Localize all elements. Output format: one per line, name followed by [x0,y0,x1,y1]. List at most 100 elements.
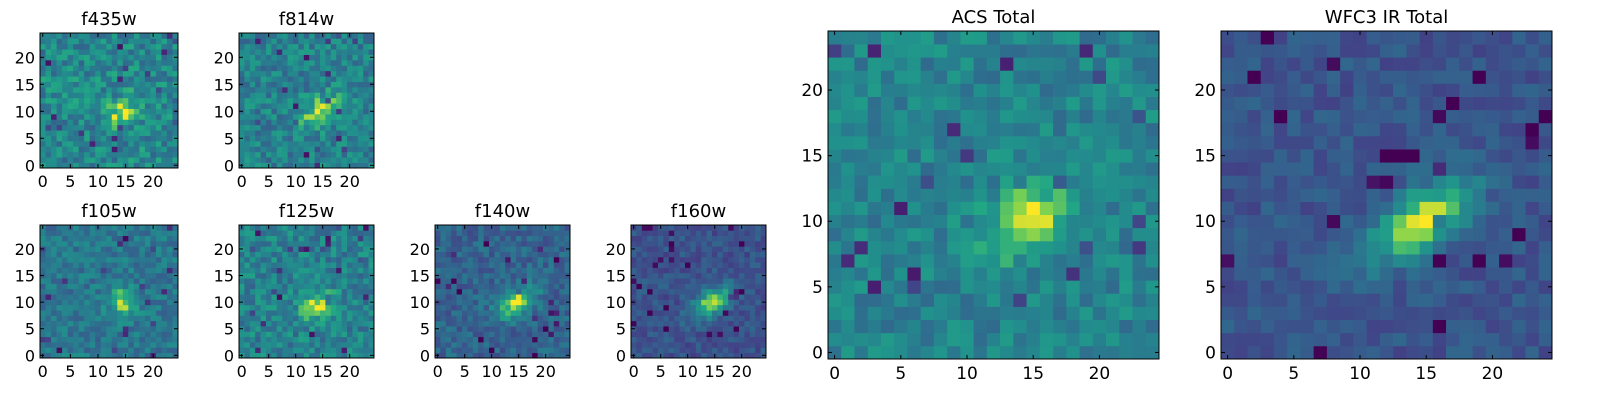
heatmap-cell [363,103,369,109]
heatmap-cell [45,251,52,258]
heatmap-cell [260,336,267,343]
heatmap-cell [1525,254,1540,268]
heatmap-cell [244,33,251,39]
heatmap-cell [347,262,353,268]
y-tick-label: 20 [214,48,234,67]
heatmap-cell [352,331,359,338]
heatmap-cell [139,272,146,279]
heatmap-cell [357,342,364,348]
heatmap-cell [89,97,96,104]
heatmap-cell [907,214,922,229]
heatmap-cell [336,49,342,55]
heatmap-cell [51,103,57,109]
heatmap-cell [287,81,294,88]
heatmap-cell [293,336,299,343]
heatmap-cell [95,288,102,295]
heatmap-cell [363,272,369,279]
heatmap-cell [728,278,734,284]
heatmap-cell [548,294,555,300]
x-tick-label: 5 [460,362,470,381]
heatmap-cell [712,262,718,268]
heatmap-cell [309,267,315,274]
heatmap-cell [100,256,107,263]
heatmap-cell [867,70,882,84]
heatmap-cell [287,76,294,82]
heatmap-cell [100,87,107,93]
heatmap-cell [440,352,447,359]
heatmap-cell [722,246,729,252]
heatmap-cell [100,76,107,82]
heatmap-cell [744,278,751,284]
heatmap-cell [695,352,702,359]
heatmap-cell [841,188,855,202]
heatmap-cell [271,135,278,142]
heatmap-cell [161,225,168,231]
heatmap-cell [521,315,528,322]
heatmap-cell [45,320,52,327]
heatmap-cell [1419,149,1434,163]
heatmap-cell [749,331,756,338]
heatmap-cell [960,44,974,58]
heatmap-cell [255,151,261,158]
heatmap-cell [537,320,544,327]
heatmap-cell [1145,31,1160,45]
heatmap-cell [478,230,484,236]
heatmap-cell [717,240,724,247]
heatmap-cell [293,119,299,126]
heatmap-cell [674,256,680,263]
heatmap-cell [150,108,157,115]
heatmap-cell [494,352,501,359]
heatmap-cell [298,151,305,158]
heatmap-cell [728,304,734,311]
heatmap-cell [73,336,79,343]
heatmap-cell [287,246,294,252]
heatmap-cell [1326,319,1341,334]
heatmap-cell [933,162,948,176]
heatmap-cell [690,310,697,316]
heatmap-cell [537,299,544,306]
heatmap-cell [144,256,151,263]
heatmap-cell [352,146,359,153]
heatmap-cell [330,130,337,136]
heatmap-cell [352,81,359,88]
heatmap-cell [1247,293,1262,307]
heatmap-cell [150,320,157,327]
heatmap-cell [249,336,256,343]
heatmap-cell [111,304,118,311]
heatmap-cell [282,235,288,242]
heatmap-cell [341,230,348,236]
heatmap-cell [161,49,168,55]
heatmap-cell [658,230,664,236]
heatmap-cell [658,240,664,247]
heatmap-cell [1000,122,1014,137]
heatmap-cell [45,92,52,99]
heatmap-cell [744,262,751,268]
heatmap-cell [276,70,283,77]
heatmap-cell [706,288,713,295]
heatmap-cell [352,108,359,115]
heatmap-cell [867,96,882,111]
heatmap-cell [144,76,151,82]
heatmap-cell [67,92,74,99]
heatmap-cell [559,225,565,231]
heatmap-cell [303,38,310,45]
heatmap-cell [1459,175,1473,189]
heatmap-cell [239,114,245,120]
heatmap-cell [462,235,468,242]
heatmap-cell [1446,188,1460,202]
heatmap-cell [320,262,326,268]
heatmap-cell [559,310,565,316]
heatmap-cell [357,315,364,322]
heatmap-cell [51,33,57,39]
heatmap-cell [51,347,57,354]
heatmap-cell [73,135,79,142]
heatmap-cell [51,320,57,327]
heatmap-cell [363,278,369,284]
heatmap-cell [78,342,85,348]
heatmap-cell [739,283,745,290]
heatmap-cell [744,283,751,290]
heatmap-cell [1026,306,1041,320]
heatmap-cell [537,267,544,274]
heatmap-cell [516,288,522,295]
heatmap-cell [89,146,96,153]
